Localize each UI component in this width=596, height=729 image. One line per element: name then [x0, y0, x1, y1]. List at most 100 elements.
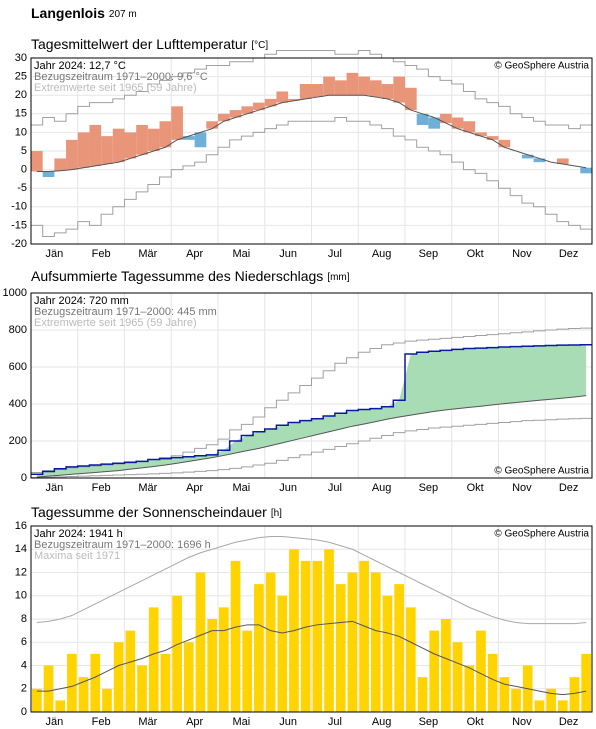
anomaly-bar	[218, 113, 230, 122]
bar	[394, 584, 404, 712]
station-altitude: 207 m	[109, 9, 137, 20]
anomaly-bar	[498, 139, 511, 148]
x-tick-label: Mai	[233, 716, 251, 728]
title-text: Tagesmittelwert der Lufttemperatur	[31, 36, 248, 52]
bar	[312, 560, 323, 712]
x-tick-label: Mai	[233, 248, 251, 260]
bar	[464, 665, 475, 712]
x-tick-label: Dez	[559, 482, 579, 494]
x-tick-label: Dez	[559, 716, 579, 728]
anomaly-bar	[54, 158, 67, 171]
bar	[406, 607, 416, 712]
x-tick-label: Dez	[559, 248, 579, 260]
station-name: Langenlois	[31, 5, 105, 21]
x-tick-label: Okt	[467, 248, 484, 260]
unit: [h]	[271, 508, 282, 519]
x-tick-label: Jul	[328, 248, 342, 260]
anomaly-bar	[369, 80, 382, 98]
y-tick-label: 6	[21, 636, 27, 648]
y-tick-label: 15	[15, 108, 27, 120]
anomaly-bar	[241, 106, 254, 114]
x-tick-label: Okt	[467, 716, 484, 728]
bar	[347, 572, 358, 712]
bar	[90, 653, 101, 712]
bar	[534, 700, 545, 712]
anomaly-bar	[182, 136, 195, 140]
y-tick-label: 12	[15, 566, 27, 578]
anomaly-bar	[463, 121, 476, 133]
bar	[277, 595, 288, 712]
bar	[441, 619, 451, 712]
anomaly-bar	[533, 158, 546, 163]
anomaly-bar	[31, 151, 43, 172]
anomaly-bar	[112, 128, 125, 163]
chart-title: Aufsummierte Tagessumme des Niederschlag…	[31, 268, 350, 284]
x-tick-label: Jän	[46, 248, 64, 260]
anomaly-bar	[393, 76, 405, 103]
y-tick-label: 16	[15, 520, 27, 532]
anomaly-bar	[136, 124, 148, 155]
legend-entry: Jahr 2024: 1941 h	[34, 528, 123, 540]
y-tick-label: 800	[9, 324, 27, 336]
x-tick-label: Feb	[92, 716, 111, 728]
x-tick-label: Jul	[328, 482, 342, 494]
bar	[429, 630, 440, 712]
bar	[324, 549, 334, 712]
x-tick-label: Nov	[512, 248, 532, 260]
plot-frame	[30, 292, 593, 479]
bar	[300, 560, 311, 712]
normal-line	[36, 620, 587, 696]
bar	[265, 572, 276, 712]
bar	[78, 677, 89, 712]
unit: [°C]	[251, 40, 268, 51]
y-tick-label: 5	[21, 145, 27, 157]
title-text: Aufsummierte Tagessumme des Niederschlag…	[31, 268, 323, 284]
extreme-min	[31, 417, 592, 479]
bar	[32, 688, 42, 712]
x-tick-label: Okt	[467, 482, 484, 494]
station: Langenlois 207 m	[31, 5, 137, 21]
bar	[417, 677, 428, 712]
x-tick-label: Apr	[186, 716, 203, 728]
legend-entry: Extremwerte seit 1965 (59 Jahre)	[34, 317, 197, 329]
anomaly-bar	[311, 84, 324, 98]
x-tick-label: Aug	[372, 482, 392, 494]
bar	[230, 560, 241, 712]
x-tick-label: Sep	[419, 248, 439, 260]
anomaly-bar	[405, 87, 417, 111]
anomaly-bar	[147, 128, 160, 151]
x-tick-label: Apr	[186, 248, 203, 260]
bar	[557, 700, 568, 712]
anomaly-bar	[171, 106, 183, 140]
bar	[499, 677, 510, 712]
anomaly-bar	[206, 121, 218, 129]
anomaly-bar	[521, 154, 534, 159]
x-tick-label: Aug	[372, 248, 392, 260]
bar	[43, 665, 54, 712]
unit: [mm]	[327, 272, 349, 283]
x-tick-label: Mär	[138, 482, 157, 494]
y-tick-label: 1000	[3, 287, 27, 299]
bar	[125, 630, 136, 712]
bar	[183, 642, 194, 712]
y-tick-label: -20	[11, 238, 27, 250]
anomaly-bar	[381, 84, 394, 99]
anomaly-bar	[486, 136, 499, 140]
y-tick-label: 0	[21, 472, 27, 484]
bar	[359, 560, 369, 712]
x-tick-label: Jun	[279, 716, 297, 728]
anomaly-bar	[299, 84, 312, 99]
bar	[569, 677, 580, 712]
y-tick-label: 4	[21, 659, 27, 671]
bar	[476, 630, 486, 712]
plot-frame	[30, 525, 593, 713]
anomaly-bar	[323, 76, 335, 96]
anomaly-bar	[229, 110, 242, 118]
anomaly-bar	[66, 139, 78, 170]
anomaly-fill	[36, 344, 587, 478]
bar	[335, 584, 346, 712]
anomaly-bar	[288, 98, 300, 101]
bar	[581, 653, 591, 712]
plot-frame	[30, 57, 593, 245]
